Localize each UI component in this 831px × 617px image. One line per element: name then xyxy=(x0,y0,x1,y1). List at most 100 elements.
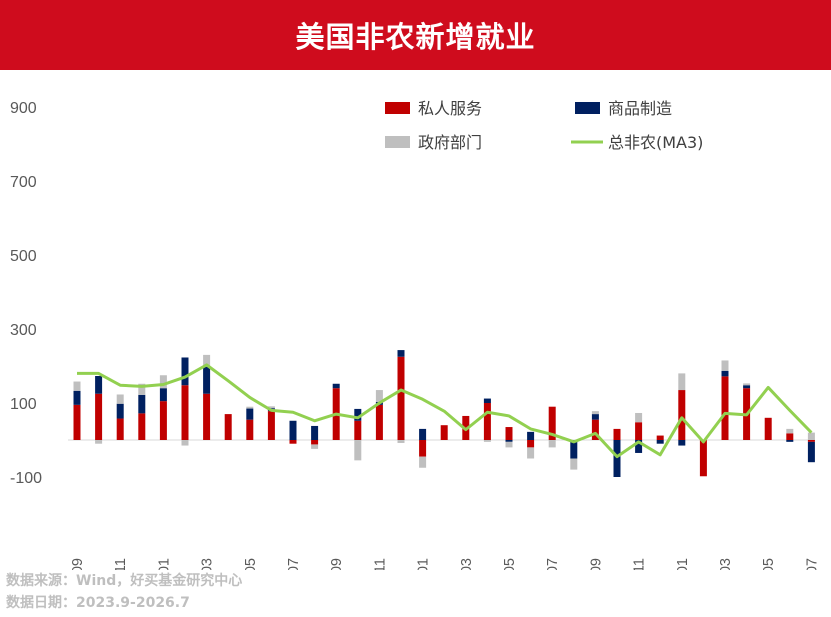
x-tick-label: 2023-09 xyxy=(70,558,86,570)
bar-government-2025-11 xyxy=(635,412,643,423)
bar-goods-producing-2025-10 xyxy=(613,440,621,477)
bar-goods-producing-2024-01 xyxy=(159,388,167,402)
bar-private-services-2025-02 xyxy=(440,425,448,440)
x-tick-label: 2025-09 xyxy=(588,558,604,570)
bar-private-services-2023-10 xyxy=(95,393,103,440)
x-tick-label: 2024-05 xyxy=(243,558,259,570)
bar-private-services-2023-09 xyxy=(73,404,81,440)
legend-private-services-swatch xyxy=(385,102,410,114)
legend-ma3-label: 总非农(MA3) xyxy=(608,133,703,152)
bar-private-services-2025-06 xyxy=(527,440,535,448)
title-banner: 美国非农新增就业 xyxy=(0,0,831,70)
bar-goods-producing-2026-03 xyxy=(721,370,729,377)
chart: -100 100 300 500 700 900 2023-09 2023-11 2024-0… xyxy=(10,99,820,570)
bar-government-2023-11 xyxy=(116,394,124,404)
bar-private-services-2024-04 xyxy=(224,414,232,440)
bar-private-services-2024-02 xyxy=(181,385,189,440)
ma3-line xyxy=(77,363,813,459)
x-tick-label: 2025-01 xyxy=(416,558,432,570)
bar-private-services-2024-10 xyxy=(354,420,362,440)
bar-government-2026-06 xyxy=(786,428,794,434)
bar-private-services-2026-02 xyxy=(699,440,707,477)
y-tick-label: 700 xyxy=(10,174,37,191)
bar-government-2024-03 xyxy=(203,354,211,366)
bar-goods-producing-2025-12 xyxy=(656,440,664,444)
x-tick-label: 2024-11 xyxy=(372,558,388,570)
y-tick-label: -100 xyxy=(10,470,42,487)
bar-goods-producing-2025-01 xyxy=(419,428,427,440)
page-title: 美国非农新增就业 xyxy=(295,20,536,54)
bar-private-services-2026-05 xyxy=(764,417,772,440)
y-tick-label: 100 xyxy=(10,396,37,413)
bar-government-2024-02 xyxy=(181,440,189,446)
bar-government-2025-04 xyxy=(483,440,491,442)
y-tick-label: 900 xyxy=(10,100,37,117)
x-tick-label: 2023-11 xyxy=(113,558,129,570)
bar-private-services-2025-10 xyxy=(613,428,621,440)
bar-goods-producing-2025-04 xyxy=(483,398,491,403)
bar-private-services-2025-11 xyxy=(635,422,643,440)
bar-private-services-2024-05 xyxy=(246,419,254,440)
bar-goods-producing-2024-03 xyxy=(203,366,211,394)
x-tick-label: 2025-11 xyxy=(632,558,648,570)
legend-goods-producing-label: 商品制造 xyxy=(608,99,672,118)
bar-private-services-2026-01 xyxy=(678,390,686,440)
bar-private-services-2024-12 xyxy=(397,356,405,440)
x-tick-label: 2024-03 xyxy=(200,558,216,570)
bar-government-2026-04 xyxy=(743,383,751,386)
x-tick-label: 2026-03 xyxy=(718,558,734,570)
bar-goods-producing-2024-08 xyxy=(311,425,319,440)
bar-goods-producing-2026-07 xyxy=(807,441,815,463)
bar-government-2025-05 xyxy=(505,441,513,448)
source-note: 数据来源：Wind，好买基金研究中心 xyxy=(6,573,243,589)
bar-private-services-2024-07 xyxy=(289,440,297,444)
bar-private-services-2025-07 xyxy=(548,406,556,440)
bar-private-services-2026-06 xyxy=(786,433,794,440)
bar-goods-producing-2024-05 xyxy=(246,408,254,420)
bar-goods-producing-2026-04 xyxy=(743,385,751,389)
bar-government-2025-01 xyxy=(419,456,427,468)
bar-private-services-2024-06 xyxy=(267,411,275,440)
bar-government-2026-07 xyxy=(807,432,815,440)
bar-private-services-2025-12 xyxy=(656,435,664,440)
bar-goods-producing-2026-01 xyxy=(678,440,686,446)
bar-goods-producing-2025-05 xyxy=(505,440,513,442)
x-tick-label: 2024-01 xyxy=(156,558,172,570)
bar-private-services-2023-11 xyxy=(116,418,124,440)
x-tick-label: 2026-07 xyxy=(804,558,820,570)
bar-goods-producing-2023-11 xyxy=(116,403,124,419)
legend-goods-producing-swatch xyxy=(575,102,600,114)
x-tick-label: 2026-05 xyxy=(761,558,777,570)
bar-government-2023-12 xyxy=(138,383,146,395)
legend-private-services-label: 私人服务 xyxy=(418,99,482,118)
bar-goods-producing-2024-02 xyxy=(181,357,189,386)
bar-government-2025-06 xyxy=(527,447,535,459)
bars xyxy=(73,350,815,477)
bar-private-services-2024-11 xyxy=(375,404,383,440)
x-tick-label: 2025-07 xyxy=(545,558,561,570)
bar-private-services-2025-04 xyxy=(483,403,491,440)
y-axis: -100 100 300 500 700 900 xyxy=(10,100,42,487)
x-tick-label: 2024-07 xyxy=(286,558,302,570)
bar-private-services-2025-05 xyxy=(505,427,513,440)
bar-government-2026-01 xyxy=(678,373,686,391)
y-tick-label: 300 xyxy=(10,322,37,339)
bar-goods-producing-2024-09 xyxy=(332,383,340,389)
bar-goods-producing-2025-11 xyxy=(635,440,643,453)
bar-goods-producing-2023-12 xyxy=(138,394,146,414)
legend-government-label: 政府部门 xyxy=(418,133,482,152)
bar-government-2024-10 xyxy=(354,440,362,461)
bar-government-2024-11 xyxy=(375,390,383,402)
legend-government-swatch xyxy=(385,136,410,148)
bar-government-2025-07 xyxy=(548,440,556,448)
x-tick-label: 2024-09 xyxy=(329,558,345,570)
bar-goods-producing-2025-06 xyxy=(527,431,535,440)
date-note: 数据日期：2023.9-2026.7 xyxy=(6,595,190,611)
x-tick-label: 2025-03 xyxy=(459,558,475,570)
x-tick-label: 2026-01 xyxy=(675,558,691,570)
bar-government-2023-10 xyxy=(95,440,103,444)
bar-goods-producing-2023-09 xyxy=(73,390,81,405)
y-tick-label: 500 xyxy=(10,248,37,265)
bar-goods-producing-2023-10 xyxy=(95,375,103,394)
